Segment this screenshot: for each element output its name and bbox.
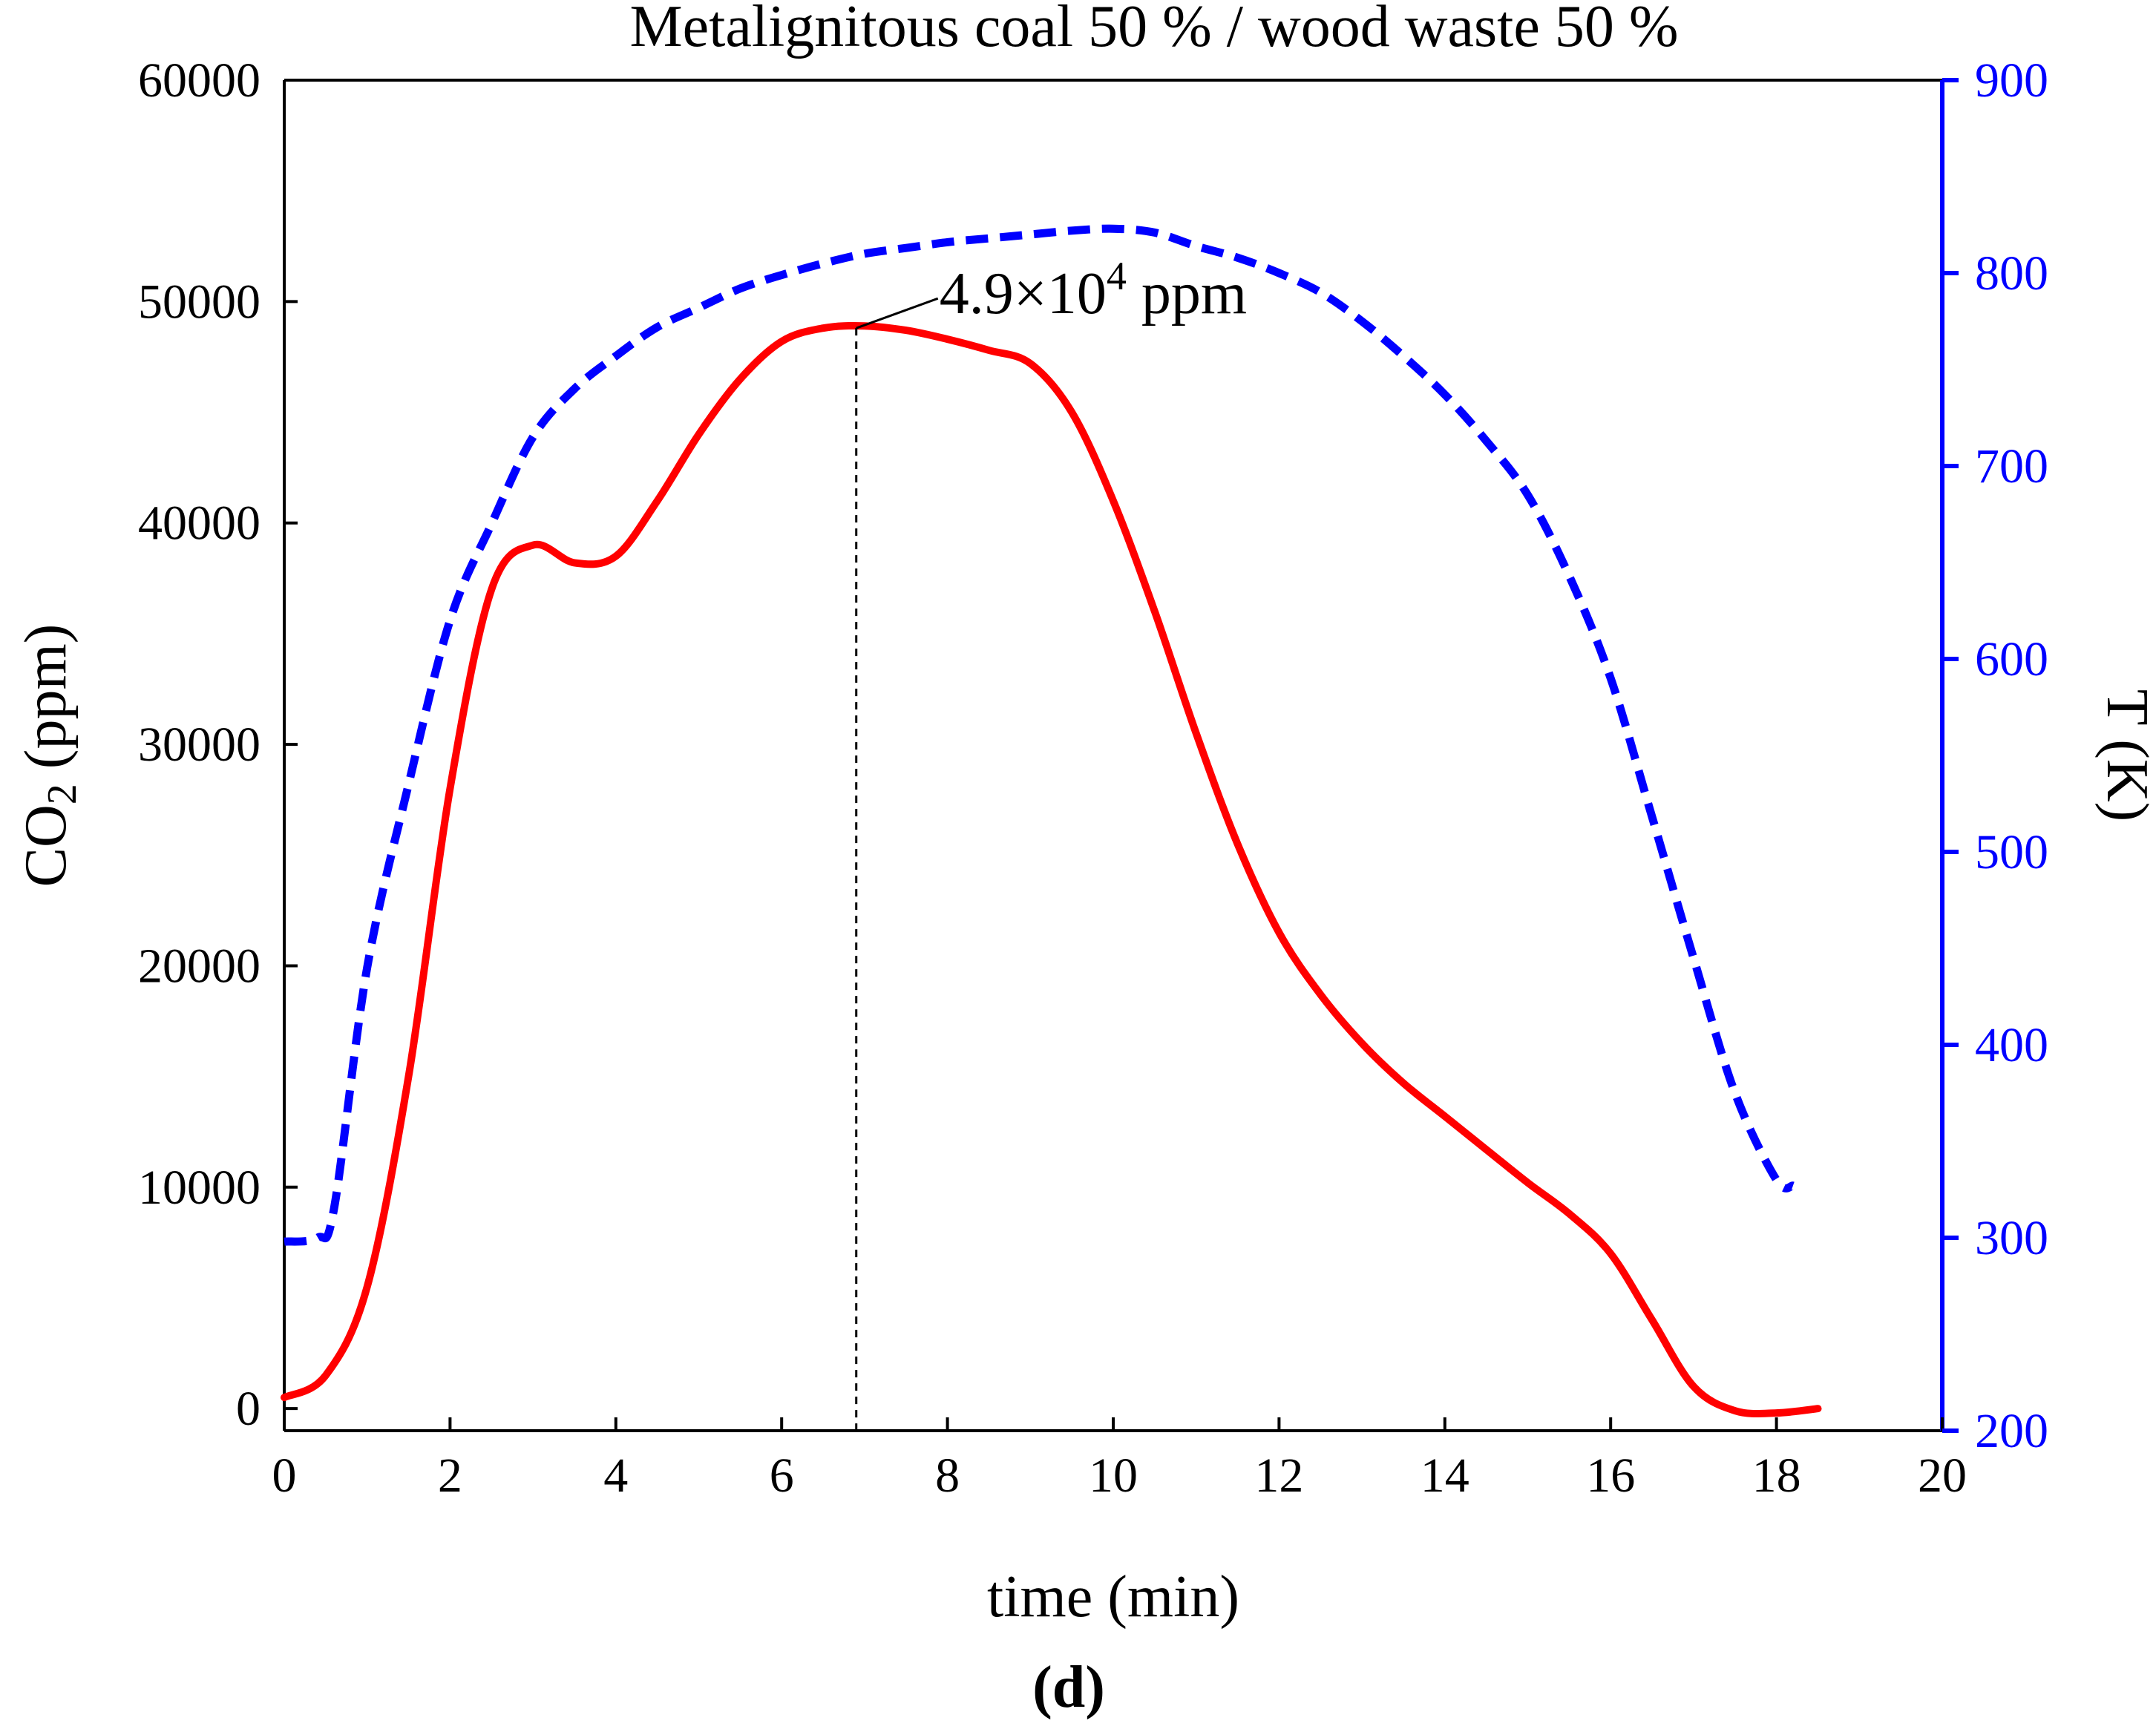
peak-label-exponent: 4 (1107, 254, 1127, 298)
x-tick-label: 10 (1089, 1449, 1138, 1503)
x-tick-label: 0 (272, 1449, 297, 1503)
y-right-tick-label: 600 (1975, 632, 2048, 686)
y-right-tick-label: 300 (1975, 1211, 2048, 1265)
y-right-axis-ticks: 200 300 400 500 600 700 800 900 (1942, 53, 2048, 1458)
x-axis-ticks: 0 2 4 6 8 10 12 14 16 18 20 (272, 1417, 1967, 1503)
y-right-tick-label: 400 (1975, 1018, 2048, 1072)
y-right-tick-label: 200 (1975, 1404, 2048, 1458)
x-tick-label: 2 (438, 1449, 462, 1503)
series-line-t (284, 224, 1795, 1246)
y-left-title-co: CO (13, 804, 79, 887)
y-left-title-subscript: 2 (39, 784, 85, 804)
x-tick-label: 6 (770, 1449, 794, 1503)
peak-annotation: 4.9×104 ppm (855, 254, 1247, 1431)
y-left-tick-label: 0 (236, 1382, 261, 1436)
y-left-tick-label: 60000 (138, 53, 261, 108)
y-left-tick-label: 10000 (138, 1161, 261, 1215)
chart-title: Metalignitous coal 50 % / wood waste 50 … (629, 0, 1678, 59)
x-tick-label: 8 (935, 1449, 960, 1503)
y-right-tick-label: 700 (1975, 439, 2048, 493)
y-left-title-units: (ppm) (13, 624, 79, 784)
y-left-tick-label: 40000 (138, 496, 261, 551)
y-left-axis-ticks: 0 10000 20000 30000 40000 50000 60000 (138, 53, 298, 1436)
y-left-tick-label: 30000 (138, 718, 261, 772)
y-right-tick-label: 500 (1975, 825, 2048, 879)
x-tick-label: 4 (603, 1449, 628, 1503)
series-line-co2 (281, 321, 1822, 1418)
y-left-tick-label: 50000 (138, 275, 261, 329)
x-tick-label: 12 (1254, 1449, 1303, 1503)
y-right-tick-label: 900 (1975, 53, 2048, 108)
peak-leader-line (856, 297, 939, 329)
x-tick-label: 20 (1918, 1449, 1967, 1503)
peak-label-main: 4.9×10 (940, 261, 1107, 327)
series-layer (281, 224, 1822, 1418)
x-tick-label: 14 (1421, 1449, 1469, 1503)
y-left-tick-label: 20000 (138, 939, 261, 993)
x-axis-title: time (min) (987, 1564, 1239, 1630)
y-right-tick-label: 800 (1975, 246, 2048, 301)
x-tick-label: 18 (1752, 1449, 1801, 1503)
x-tick-label: 16 (1586, 1449, 1635, 1503)
y-left-axis-title: CO2 (ppm) (13, 624, 85, 888)
panel-label: (d) (1032, 1655, 1105, 1720)
peak-label: 4.9×104 ppm (940, 254, 1247, 327)
y-right-axis-title: T (K) (2094, 689, 2156, 821)
peak-label-unit: ppm (1127, 261, 1247, 327)
